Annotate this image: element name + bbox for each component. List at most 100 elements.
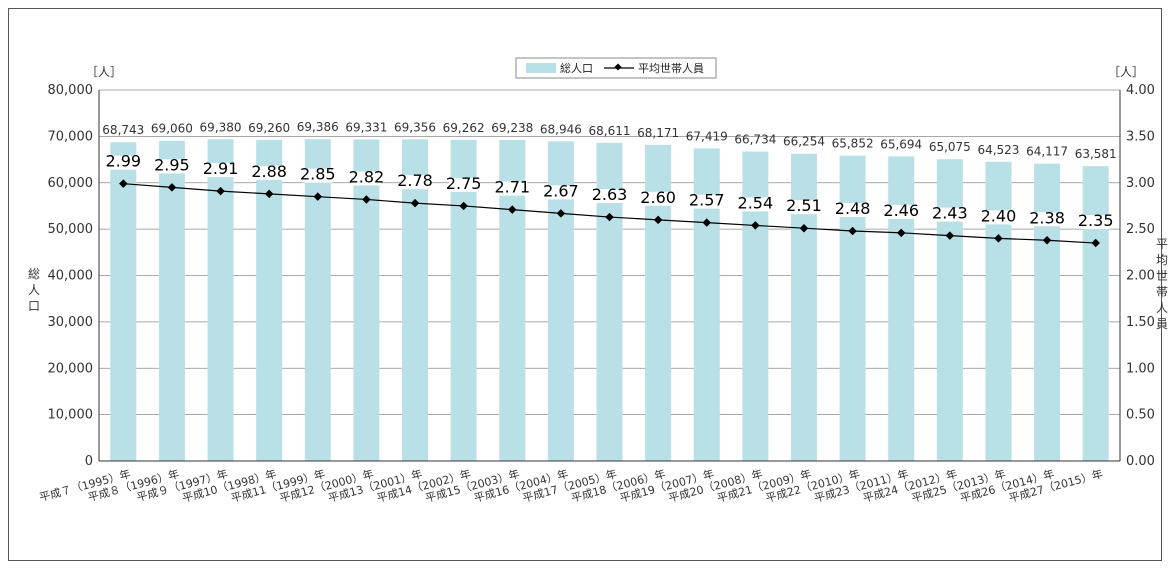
bar-value-label: 64,523: [977, 143, 1019, 157]
line-value-label-bg: [886, 204, 917, 219]
right-tick-label: 3.00: [1126, 176, 1155, 191]
line-value-label-bg: [302, 168, 333, 183]
bar-value-label: 65,075: [929, 140, 971, 154]
bar-value-label: 69,262: [443, 121, 485, 135]
left-tick-label: 10,000: [48, 408, 94, 423]
bar-value-label: 69,380: [200, 120, 242, 134]
line-value-label: 2.38: [1029, 208, 1065, 227]
legend: 総人口 平均世帯人員: [515, 57, 717, 79]
line-value-label-bg: [400, 175, 431, 190]
line-value-label: 2.78: [397, 171, 433, 190]
label-layer: 68,743 69,060 69,380 69,260 69,386 69,331 69,3…: [102, 120, 1116, 230]
line-value-label-bg: [934, 207, 965, 222]
left-tick-label: 50,000: [48, 222, 94, 237]
line-value-label: 2.46: [883, 201, 919, 220]
line-value-label: 2.54: [738, 193, 774, 212]
legend-swatch-household-marker: [614, 63, 622, 71]
bar-value-label: 68,611: [589, 124, 631, 138]
legend-swatch-population: [526, 63, 556, 73]
household-point: [362, 195, 371, 204]
line-value-label: 2.95: [154, 155, 190, 174]
household-point: [119, 179, 128, 188]
bar-value-label: 68,946: [540, 122, 582, 136]
line-value-label: 2.75: [446, 174, 482, 193]
right-tick-label: 3.50: [1126, 129, 1155, 144]
bar: [402, 139, 429, 461]
bar-value-label: 66,734: [734, 133, 776, 147]
bar-value-label: 65,852: [832, 137, 874, 151]
line-value-label: 2.71: [494, 178, 530, 197]
line-value-label: 2.63: [592, 185, 628, 204]
line-value-label-bg: [448, 177, 479, 192]
line-value-label-bg: [108, 155, 139, 170]
right-tick-label: 1.00: [1126, 361, 1155, 376]
legend-label-household: 平均世帯人員: [638, 62, 704, 75]
left-axis-title: 総人口: [28, 267, 40, 313]
left-tick-label: 70,000: [48, 129, 94, 144]
legend-label-population: 総人口: [560, 61, 593, 75]
right-tick-label: 0.00: [1126, 454, 1155, 469]
right-axis-title-char: 世: [1156, 269, 1168, 283]
line-value-label: 2.88: [251, 162, 287, 181]
bar-value-label: 69,238: [491, 121, 533, 135]
household-point: [264, 189, 274, 199]
bar-value-label: 64,117: [1026, 145, 1068, 159]
right-axis-unit: ［人］: [1108, 65, 1144, 79]
line-value-label-bg: [1080, 215, 1111, 230]
line-value-label: 2.85: [300, 165, 336, 184]
household-point: [459, 201, 468, 211]
bar: [304, 139, 331, 462]
left-tick-label: 60,000: [48, 176, 94, 191]
left-axis-title-char: 総: [28, 267, 40, 281]
bar-value-label: 68,171: [637, 126, 679, 140]
line-value-label: 2.60: [640, 188, 676, 207]
left-tick-label: 0: [85, 454, 93, 469]
line-value-label-bg: [497, 181, 528, 196]
line-value-label: 2.91: [203, 159, 239, 178]
line-value-label: 2.99: [105, 152, 141, 171]
line-value-label: 2.35: [1078, 211, 1114, 230]
left-tick-label: 80,000: [48, 83, 94, 98]
right-tick-label: 2.50: [1126, 222, 1155, 237]
bar-value-label: 69,331: [345, 120, 387, 134]
household-point: [167, 183, 177, 192]
line-value-label: 2.82: [349, 167, 385, 186]
right-axis-title-char: 平: [1156, 237, 1168, 251]
bar: [450, 139, 477, 461]
right-tick-label: 1.50: [1126, 315, 1155, 330]
line-value-label-bg: [254, 165, 285, 180]
bar-value-label: 63,581: [1075, 147, 1117, 161]
bar: [110, 142, 137, 461]
bar-value-label: 69,260: [248, 121, 290, 135]
line-value-label: 2.43: [932, 204, 968, 223]
right-tick-label: 0.50: [1126, 408, 1155, 423]
bar-value-label: 69,356: [394, 120, 436, 134]
right-axis-title-char: 員: [1156, 317, 1168, 331]
bar: [158, 140, 185, 461]
right-tick-label: 2.00: [1126, 269, 1155, 284]
bar-value-label: 66,254: [783, 135, 825, 149]
line-value-label-bg: [691, 194, 722, 209]
line-value-label: 2.57: [689, 191, 725, 210]
line-value-label-bg: [643, 191, 674, 206]
household-point: [216, 186, 225, 196]
line-value-label-bg: [1032, 212, 1063, 227]
bar-value-label: 69,386: [297, 120, 339, 134]
left-tick-label: 30,000: [48, 315, 94, 330]
line-value-label-bg: [351, 171, 382, 186]
left-tick-label: 40,000: [48, 269, 94, 284]
left-tick-label: 20,000: [48, 361, 94, 376]
line-value-label-bg: [837, 202, 868, 217]
chart-frame: [8, 8, 1162, 561]
line-value-label: 2.40: [981, 206, 1017, 225]
bar: [256, 139, 283, 461]
line-value-label-bg: [545, 185, 576, 200]
left-axis-title-char: 口: [28, 299, 40, 313]
bar-value-label: 67,419: [686, 129, 728, 143]
line-value-label-bg: [156, 159, 187, 174]
line-value-label: 2.67: [543, 181, 579, 200]
line-value-label-bg: [788, 200, 819, 215]
bar: [353, 139, 380, 462]
left-axis-title-char: 人: [28, 283, 40, 297]
right-axis-title-char: 均: [1156, 253, 1168, 267]
